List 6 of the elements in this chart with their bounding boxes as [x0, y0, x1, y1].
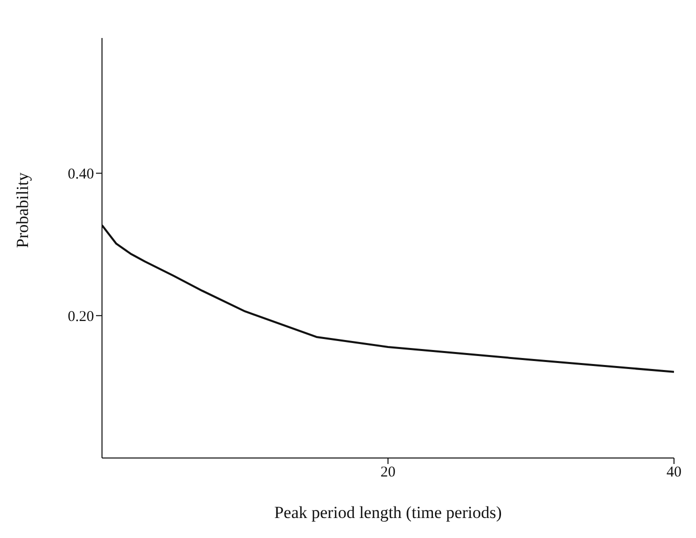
- x-tick-label: 40: [666, 464, 682, 481]
- x-axis-title: Peak period length (time periods): [274, 503, 502, 522]
- y-tick-label: 0.20: [68, 308, 94, 325]
- x-tick-label: 20: [380, 464, 396, 481]
- y-axis-title: Probability: [13, 172, 32, 248]
- y-tick-label: 0.40: [68, 166, 94, 183]
